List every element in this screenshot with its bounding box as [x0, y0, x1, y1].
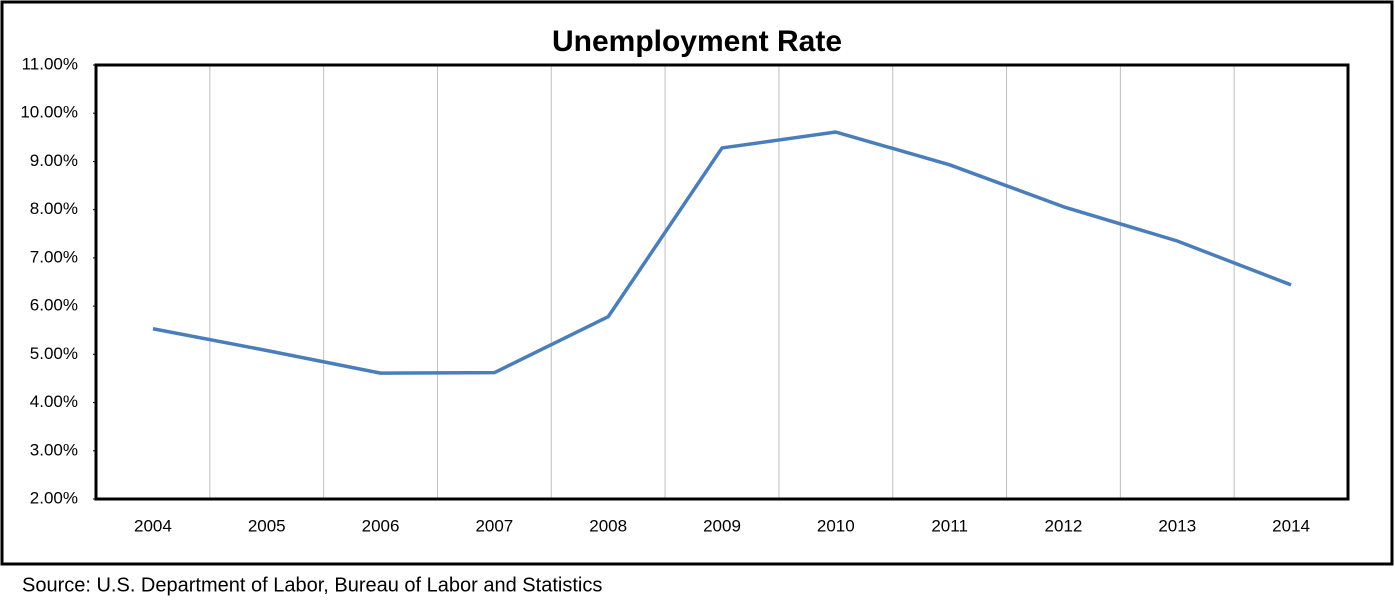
- y-tick-label: 2.00%: [30, 488, 78, 507]
- x-tick-label: 2009: [703, 516, 741, 535]
- x-tick-label: 2010: [817, 516, 855, 535]
- x-tick-label: 2013: [1158, 516, 1196, 535]
- x-tick-label: 2014: [1272, 516, 1310, 535]
- x-tick-label: 2005: [248, 516, 286, 535]
- x-tick-label: 2004: [134, 516, 172, 535]
- y-tick-label: 7.00%: [30, 247, 78, 266]
- data-line: [152, 130, 1292, 375]
- x-tick-label: 2008: [589, 516, 627, 535]
- x-tick-label: 2012: [1045, 516, 1083, 535]
- chart-border: [0, 0, 1394, 566]
- y-tick-label: 10.00%: [20, 103, 78, 122]
- y-tick-label: 6.00%: [30, 296, 78, 315]
- x-tick-label: 2006: [362, 516, 400, 535]
- chart-title: Unemployment Rate: [552, 25, 842, 58]
- plot-area: 2.00% 3.00% 4.00% 5.00% 6.00% 7.00% 8.00% 9.00%…: [20, 54, 1350, 535]
- plot-border: [94, 63, 1350, 501]
- y-tick-label: 8.00%: [30, 199, 78, 218]
- y-tick-label: 9.00%: [30, 151, 78, 170]
- y-tick-label: 11.00%: [22, 54, 78, 73]
- source-note: Source: U.S. Department of Labor, Bureau…: [22, 574, 602, 596]
- x-tick-label: 2007: [475, 516, 513, 535]
- y-tick-label: 4.00%: [30, 392, 78, 411]
- x-tick-label: 2011: [931, 516, 968, 535]
- y-tick-label: 5.00%: [30, 344, 78, 363]
- y-tick-label: 3.00%: [30, 440, 78, 459]
